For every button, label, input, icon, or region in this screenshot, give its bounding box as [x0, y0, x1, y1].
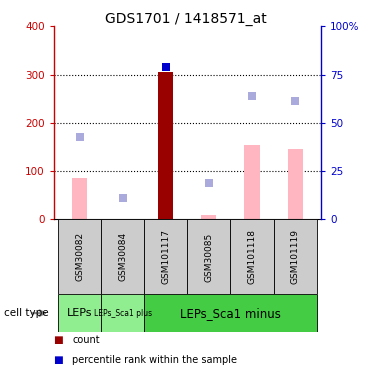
Text: percentile rank within the sample: percentile rank within the sample [72, 356, 237, 365]
Bar [72, 178, 87, 219]
Text: LEPs_Sca1 minus: LEPs_Sca1 minus [180, 307, 281, 320]
Bar [230, 219, 273, 294]
Text: ■: ■ [53, 356, 62, 365]
Text: GSM101118: GSM101118 [247, 230, 256, 284]
Bar [244, 144, 260, 219]
Text: LEPs_Sca1 plus: LEPs_Sca1 plus [93, 309, 152, 318]
Text: GSM101119: GSM101119 [290, 230, 299, 284]
Bar [201, 214, 216, 219]
Bar [273, 219, 316, 294]
Text: ■: ■ [53, 335, 62, 345]
Bar [58, 294, 101, 332]
Bar [187, 219, 230, 294]
Bar [288, 149, 303, 219]
Bar [144, 294, 316, 332]
Text: GDS1701 / 1418571_at: GDS1701 / 1418571_at [105, 12, 266, 26]
Bar [101, 294, 144, 332]
Bar [58, 219, 101, 294]
Bar [158, 72, 173, 219]
Bar [144, 219, 187, 294]
Text: GSM30082: GSM30082 [75, 232, 84, 281]
Text: count: count [72, 335, 100, 345]
Text: GSM101117: GSM101117 [161, 230, 170, 284]
Text: LEPs: LEPs [67, 308, 92, 318]
Text: GSM30085: GSM30085 [204, 232, 213, 282]
Bar [158, 72, 173, 219]
Text: cell type: cell type [4, 308, 48, 318]
Bar [101, 219, 144, 294]
Text: GSM30084: GSM30084 [118, 232, 127, 281]
